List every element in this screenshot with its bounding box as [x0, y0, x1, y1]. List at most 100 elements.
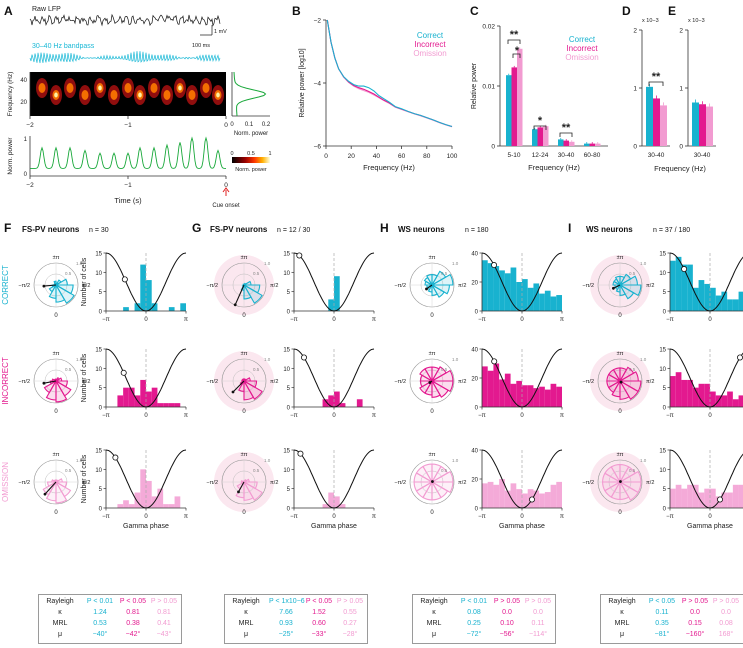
c-bar-incorrect — [589, 143, 595, 146]
mean-vector-head — [425, 287, 428, 291]
spectro-ytick: 40 — [20, 78, 27, 84]
polar-label-right: π/2 — [458, 283, 466, 289]
histogram-bar — [692, 484, 699, 508]
c-bar-correct — [558, 139, 564, 146]
polar-radius-label: 1.0 — [640, 357, 647, 362]
c-bar-correct — [506, 75, 512, 146]
hist-xtick-label: 0 — [332, 413, 336, 419]
histogram-bar — [151, 387, 158, 407]
hist-ytick-label: 40 — [471, 449, 478, 455]
spectrogram-blob — [216, 92, 220, 98]
polar-radius-label: 0.5 — [441, 468, 448, 473]
polar-radius-label: 1.0 — [264, 458, 271, 463]
raw-lfp-trace — [29, 13, 221, 27]
stats-cell: P > 0.05 — [493, 598, 521, 605]
polar-label-bottom: 0 — [618, 313, 622, 319]
histogram-bar — [339, 403, 346, 407]
spectrogram-blob — [202, 83, 210, 93]
polar-label-left: −π/2 — [18, 480, 30, 486]
stats-row-label: Rayleigh — [608, 598, 636, 605]
polar-radius-label: 0.5 — [629, 468, 636, 473]
stats-cell: P > 0.05 — [336, 598, 364, 605]
hist-xtick-label: 0 — [708, 317, 712, 323]
histogram-bar — [732, 484, 739, 508]
histogram-bar — [675, 372, 682, 407]
histogram-bar — [168, 307, 175, 311]
histogram-bar — [727, 299, 733, 311]
polar-petal — [430, 283, 445, 298]
power-ytick: 0 — [24, 172, 28, 178]
histogram-bar — [670, 260, 676, 311]
c-bar-correct — [532, 129, 538, 146]
hist-ytick-label: 10 — [283, 367, 290, 373]
b-series-line-correct — [326, 19, 453, 128]
stats-table-row: Rayleigh P < 0.01 P < 0.05 P > 0.05 — [39, 598, 181, 609]
histogram-bar — [556, 481, 562, 508]
polar-petal — [431, 378, 441, 398]
hist-ytick-label: 5 — [99, 290, 103, 296]
histogram-bar — [487, 263, 494, 311]
stats-table: Rayleigh P < 1x10−6 P < 0.05 P > 0.05 κ 7.66 1… — [224, 594, 368, 644]
hist-xtick-label: −π — [478, 514, 486, 520]
hist-ytick-label: 10 — [95, 468, 102, 474]
mean-phase-marker — [121, 276, 128, 283]
stats-table-row: Rayleigh P < 0.01 P > 0.05 P > 0.05 — [413, 598, 555, 609]
c-bar-omission — [569, 141, 575, 146]
histogram-bar — [117, 395, 124, 407]
hist-ytick-label: 10 — [95, 367, 102, 373]
polar-label-top: ±π — [429, 351, 436, 357]
spectro-ytick: 20 — [20, 100, 27, 106]
stats-row-label: μ — [57, 631, 63, 638]
hist-ytick-label: 5 — [99, 386, 103, 392]
polar-label-bottom: 0 — [54, 510, 58, 516]
polar-label-top: ±π — [53, 255, 60, 261]
stats-cell: 0.0 — [721, 609, 731, 616]
polar-petal — [243, 378, 255, 401]
polar-radius-label: 1.0 — [452, 261, 459, 266]
stats-cell: 0.0 — [502, 609, 512, 616]
mean-vector-head — [237, 490, 240, 494]
polar-petal — [618, 379, 639, 400]
polar-radius-label: 1.0 — [452, 458, 459, 463]
histogram-bar — [539, 386, 545, 407]
spectrogram-blob — [110, 90, 118, 100]
histogram-bar — [163, 504, 169, 508]
histogram-bar — [681, 264, 688, 311]
histogram-bar — [322, 504, 329, 508]
hist-ytick-label: 15 — [659, 252, 666, 258]
c-bar-omission — [543, 126, 549, 146]
panel-letter-f: F — [4, 221, 11, 235]
histogram-bar — [522, 385, 528, 407]
histogram-bar — [527, 385, 534, 407]
polar-petal — [612, 367, 621, 384]
hist-xtick-label: 0 — [332, 514, 336, 520]
stats-cell: P > 0.05 — [712, 598, 740, 605]
stats-row-label: MRL — [614, 620, 630, 627]
histogram-bar — [334, 276, 340, 311]
row-label-correct: CORRECT — [1, 265, 10, 305]
histogram-bar — [522, 493, 528, 508]
group-n: n = 12 / 30 — [277, 227, 310, 234]
c-bar-incorrect — [537, 127, 543, 146]
stats-cell: 0.0 — [690, 609, 700, 616]
stats-cell: −42° — [125, 631, 141, 638]
hist-ytick-label: 5 — [663, 386, 667, 392]
mean-vector-head — [42, 284, 46, 288]
polar-label-top: ±π — [241, 255, 248, 261]
histogram-bar — [510, 483, 517, 508]
panel-letter-a: A — [4, 4, 13, 18]
mean-vector-head — [42, 381, 46, 385]
hist-xtick-label: π — [372, 317, 376, 323]
stats-cell: P < 0.01 — [86, 598, 114, 605]
histogram-bar — [710, 287, 716, 311]
hist-ytick-label: 15 — [283, 252, 290, 258]
hist-xlabel: Gamma phase — [687, 523, 733, 530]
polar-label-top: ±π — [241, 452, 248, 458]
hist-ytick-label: 10 — [283, 468, 290, 474]
group-n: n = 180 — [465, 227, 489, 234]
stats-table-row: Rayleigh P < 1x10−6 P < 0.05 P > 0.05 — [225, 598, 367, 609]
hist-ytick-label: 0 — [287, 507, 291, 513]
polar-petal — [422, 463, 433, 485]
hist-xtick-label: π — [560, 413, 564, 419]
polar-petal — [55, 282, 66, 303]
